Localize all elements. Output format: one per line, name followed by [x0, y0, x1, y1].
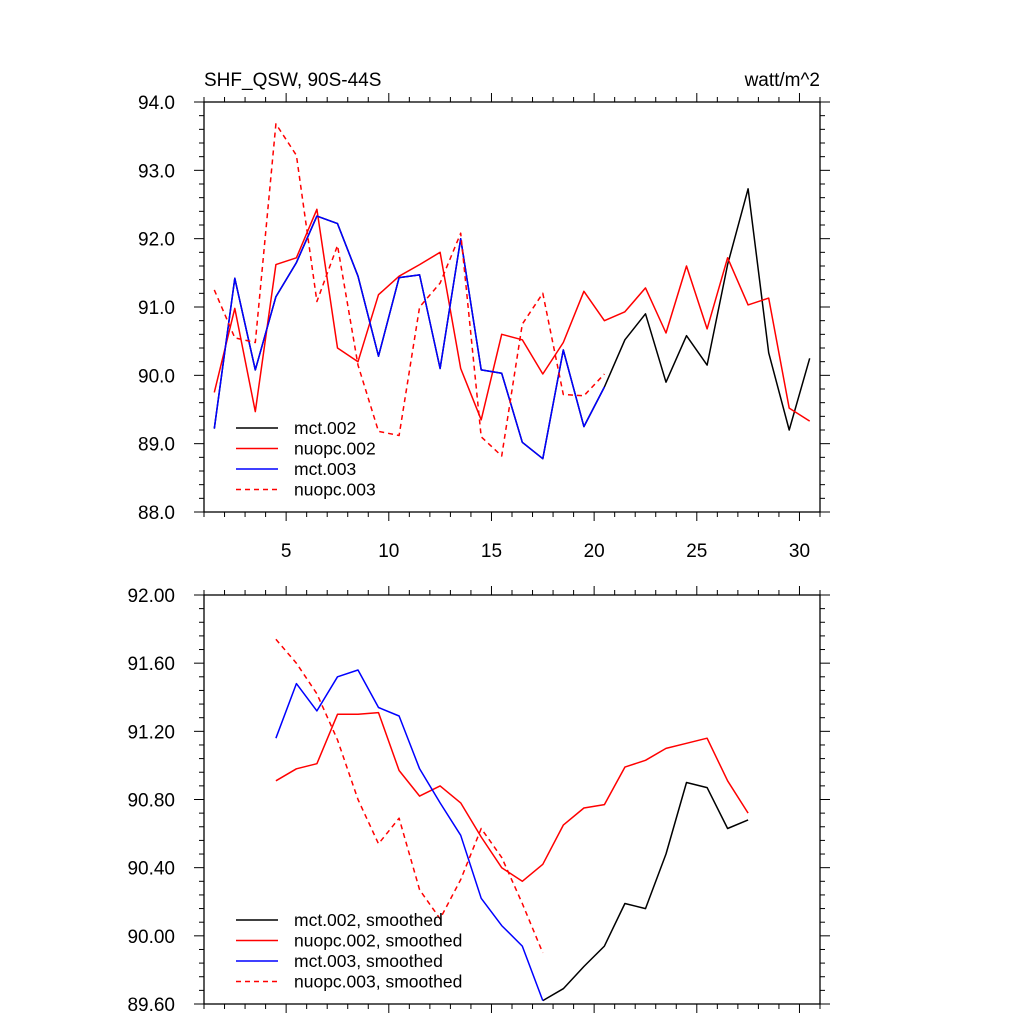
top-ytick-label: 94.0: [138, 93, 175, 114]
top-ytick-label: 91.0: [138, 298, 175, 319]
top-xtick-label: 20: [584, 541, 605, 562]
bottom-ytick-label: 90.00: [127, 927, 175, 948]
top-legend-label-3: nuopc.003: [294, 480, 376, 500]
top-ytick-label: 93.0: [138, 161, 175, 182]
top-legend-label-2: mct.003: [294, 459, 356, 479]
bottom-series-line-3: [275, 638, 544, 954]
bottom-legend-label-0: mct.002, smoothed: [294, 910, 443, 930]
top-xtick-label: 30: [789, 541, 810, 562]
bottom-ytick-label: 91.20: [127, 722, 175, 743]
top-xtick-label: 10: [378, 541, 399, 562]
bottom-ytick-label: 91.60: [127, 654, 175, 675]
top-legend-label-0: mct.002: [294, 418, 356, 438]
top-xtick-label: 25: [686, 541, 707, 562]
top-legend-label-1: nuopc.002: [294, 439, 376, 459]
top-series-line-1: [213, 208, 811, 422]
bottom-plot-layer: 89.60 90.00 90.40 90.80 91.20 91.60 92.00 mct.0…: [127, 586, 830, 1016]
top-chart-units: watt/m^2: [744, 70, 820, 91]
top-ytick-label: 92.0: [138, 230, 175, 251]
top-series-line-2: [213, 215, 606, 460]
bottom-ytick-label: 90.80: [127, 791, 175, 812]
bottom-ytick-label: 89.60: [127, 995, 175, 1016]
top-ytick-label: 90.0: [138, 366, 175, 387]
top-xtick-label: 5: [281, 541, 292, 562]
bottom-ytick-label: 92.00: [127, 586, 175, 607]
top-ytick-label: 88.0: [138, 503, 175, 524]
top-series-line-3: [213, 123, 605, 457]
bottom-ytick-label: 90.40: [127, 859, 175, 880]
bottom-series-line-2: [275, 669, 544, 1001]
top-xtick-label: 15: [481, 541, 502, 562]
top-chart-title: SHF_QSW, 90S-44S: [204, 70, 381, 91]
bottom-legend-label-2: mct.003, smoothed: [294, 951, 443, 971]
bottom-series-line-0: [542, 781, 749, 1002]
bottom-legend-label-3: nuopc.003, smoothed: [294, 972, 462, 992]
bottom-legend-label-1: nuopc.002, smoothed: [294, 931, 462, 951]
top-plot-layer: 5 10 15 20 25 30 88.0 89.0 90.0 91.0 92.0 93.0 94.0 m…: [138, 93, 830, 562]
bottom-series-line-1: [275, 711, 749, 883]
top-ytick-label: 89.0: [138, 435, 175, 456]
